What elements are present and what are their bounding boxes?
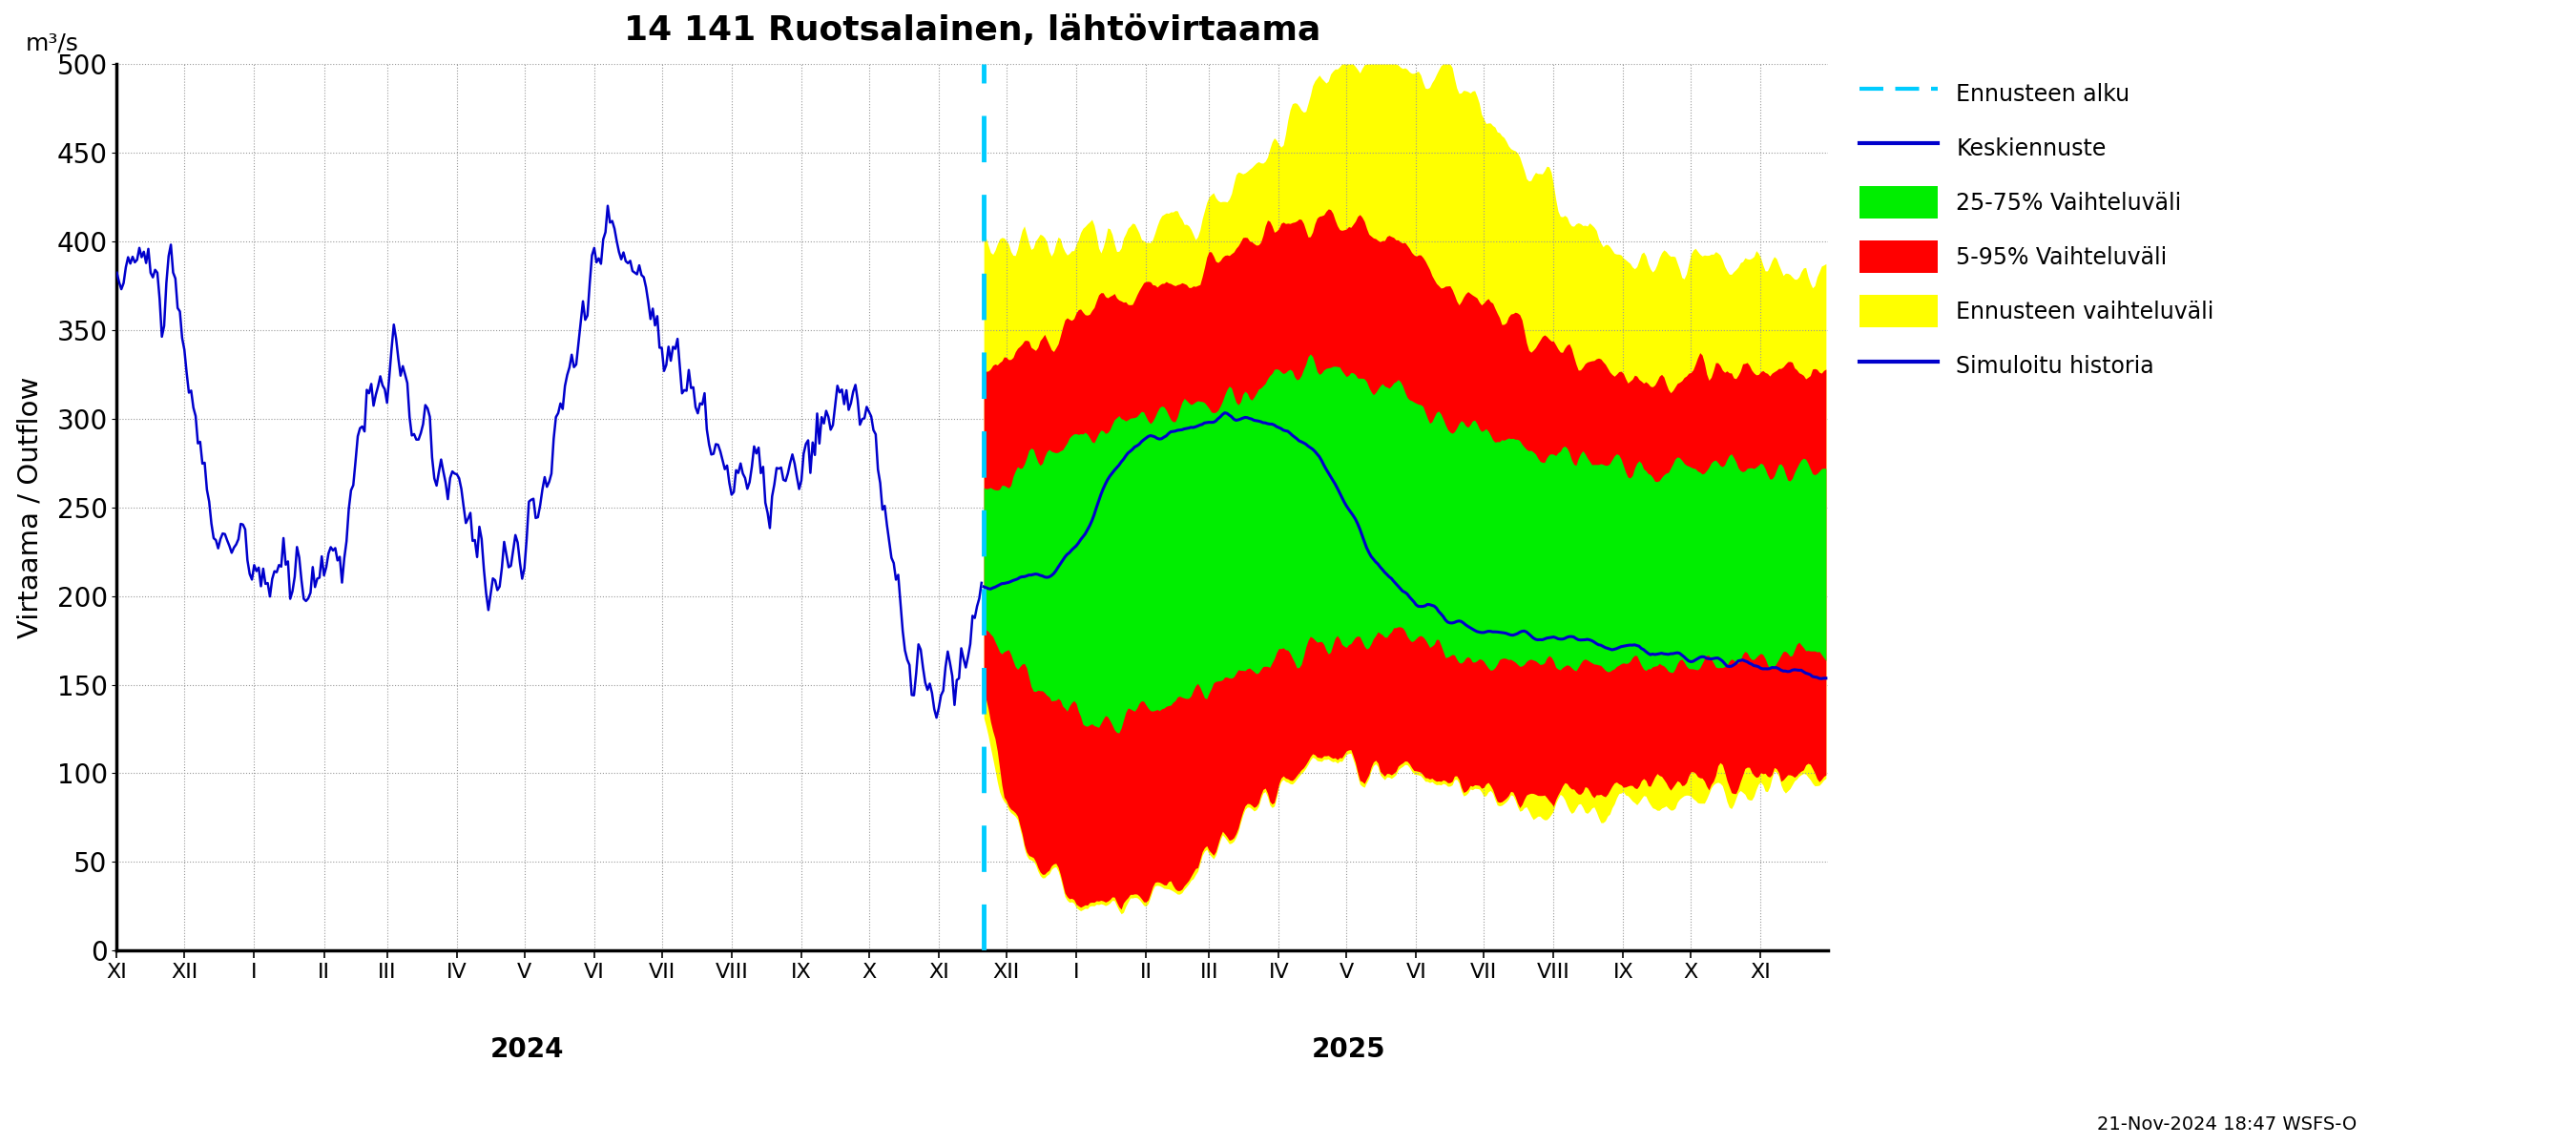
Y-axis label: Virtaama / Outflow: Virtaama / Outflow bbox=[18, 377, 44, 638]
Text: 2024: 2024 bbox=[489, 1036, 564, 1063]
Text: 21-Nov-2024 18:47 WSFS-O: 21-Nov-2024 18:47 WSFS-O bbox=[2097, 1115, 2357, 1134]
Legend: Ennusteen alku, Keskiennuste, 25-75% Vaihteluväli, 5-95% Vaihteluväli, Ennusteen: Ennusteen alku, Keskiennuste, 25-75% Vai… bbox=[1847, 66, 2226, 393]
Text: m³/s: m³/s bbox=[26, 32, 77, 55]
Text: 2025: 2025 bbox=[1311, 1036, 1386, 1063]
Title: 14 141 Ruotsalainen, lähtövirtaama: 14 141 Ruotsalainen, lähtövirtaama bbox=[623, 14, 1321, 47]
